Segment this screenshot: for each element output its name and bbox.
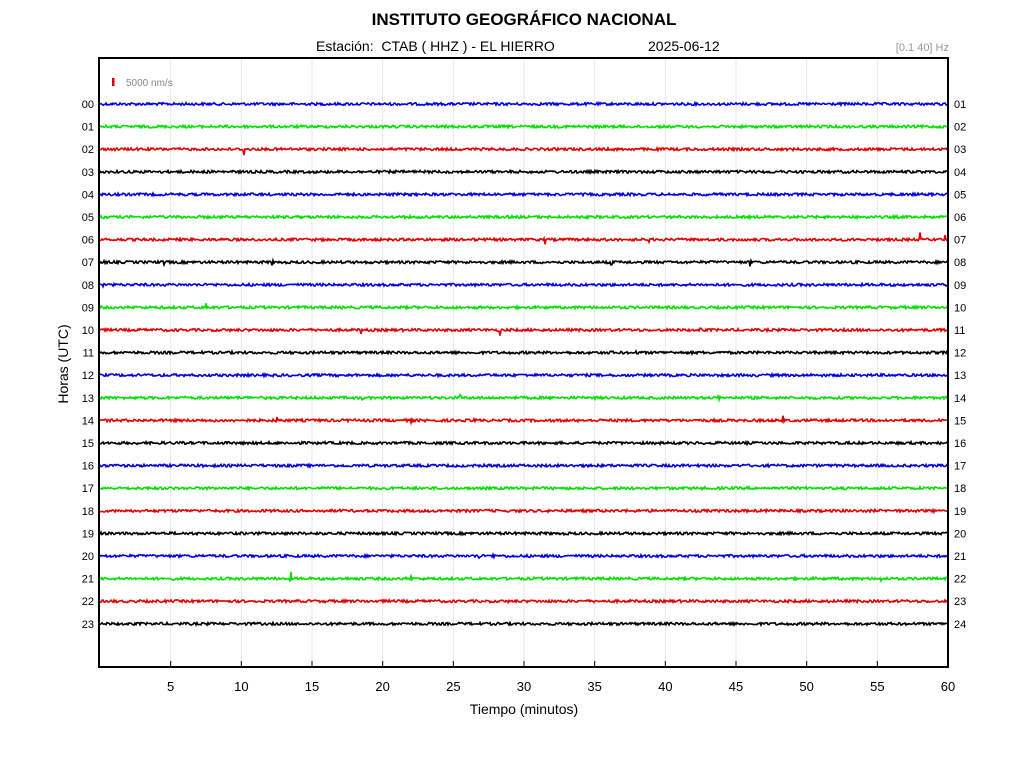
y-tick-label-left: 20 [82, 551, 94, 563]
trace-hour-06 [99, 232, 949, 245]
y-tick-label-right: 20 [954, 528, 966, 540]
x-tick-label: 35 [587, 679, 601, 694]
y-tick-label-right: 02 [954, 122, 966, 134]
y-tick-label-left: 23 [82, 619, 94, 631]
y-tick-label-right: 07 [954, 235, 966, 247]
y-tick-label-left: 18 [82, 506, 94, 518]
trace-hour-21 [99, 571, 949, 584]
y-tick-label-right: 14 [954, 393, 966, 405]
trace-hour-10 [99, 326, 949, 336]
y-tick-label-left: 01 [82, 122, 94, 134]
y-tick-label-right: 06 [954, 212, 966, 224]
y-tick-label-right: 12 [954, 348, 966, 360]
trace-hour-15 [99, 439, 949, 447]
y-tick-label-right: 21 [954, 551, 966, 563]
trace-hour-19 [99, 530, 949, 537]
y-tick-label-right: 22 [954, 574, 966, 586]
y-tick-label-right: 16 [954, 438, 966, 450]
trace-hour-18 [99, 507, 949, 515]
y-tick-label-left: 16 [82, 461, 94, 473]
y-tick-label-right: 03 [954, 144, 966, 156]
y-tick-label-left: 08 [82, 280, 94, 292]
trace-hour-22 [99, 598, 949, 605]
y-tick-label-left: 12 [82, 370, 94, 382]
trace-hour-12 [99, 371, 949, 379]
y-tick-label-left: 03 [82, 167, 94, 179]
y-tick-label-right: 05 [954, 189, 966, 201]
trace-hour-13 [99, 393, 949, 404]
y-tick-label-left: 13 [82, 393, 94, 405]
trace-hour-23 [99, 620, 949, 628]
y-tick-label-right: 17 [954, 461, 966, 473]
y-tick-label-right: 19 [954, 506, 966, 518]
x-tick-label: 25 [446, 679, 460, 694]
y-tick-label-left: 02 [82, 144, 94, 156]
trace-hour-09 [99, 303, 949, 311]
trace-hour-01 [99, 123, 948, 130]
trace-hour-07 [99, 257, 948, 268]
trace-hour-20 [99, 552, 949, 560]
trace-hour-08 [99, 281, 949, 289]
y-tick-label-right: 15 [954, 415, 966, 427]
trace-hour-00 [99, 100, 949, 108]
trace-hour-11 [99, 349, 949, 356]
x-axis-label: Tiempo (minutos) [470, 701, 578, 717]
y-tick-label-right: 10 [954, 302, 966, 314]
x-tick-label: 45 [729, 679, 743, 694]
y-tick-label-right: 08 [954, 257, 966, 269]
y-tick-label-right: 18 [954, 483, 966, 495]
x-tick-label: 50 [799, 679, 813, 694]
grid-lines [170, 58, 878, 667]
y-tick-label-right: 04 [954, 167, 966, 179]
y-tick-label-right: 23 [954, 596, 966, 608]
y-tick-label-left: 09 [82, 302, 94, 314]
y-tick-label-left: 10 [82, 325, 94, 337]
frequency-band-label: [0.1 40] Hz [895, 42, 949, 54]
x-tick-label: 5 [167, 679, 174, 694]
y-tick-label-right: 13 [954, 370, 966, 382]
y-tick-label-left: 22 [82, 596, 94, 608]
trace-hour-03 [99, 168, 949, 176]
trace-hour-02 [99, 145, 949, 156]
scale-bar [112, 78, 115, 86]
y-tick-label-left: 17 [82, 483, 94, 495]
x-tick-label: 10 [234, 679, 248, 694]
y-tick-label-left: 11 [83, 348, 94, 360]
x-tick-label: 15 [305, 679, 319, 694]
y-tick-label-left: 14 [82, 415, 94, 427]
y-tick-label-left: 06 [82, 235, 94, 247]
seismogram-traces [99, 100, 949, 628]
trace-hour-17 [99, 485, 949, 492]
y-tick-label-left: 07 [82, 257, 94, 269]
amplitude-scale: 5000 nm/s [112, 78, 173, 89]
x-tick-label: 60 [941, 679, 955, 694]
y-tick-label-left: 15 [82, 438, 94, 450]
y-axis-label: Horas (UTC) [55, 324, 71, 403]
date-label: 2025-06-12 [648, 38, 720, 54]
station-label: Estación: CTAB ( HHZ ) - EL HIERRO [316, 38, 555, 54]
trace-hour-16 [99, 462, 949, 469]
scale-label: 5000 nm/s [126, 78, 173, 89]
y-tick-label-left: 19 [82, 528, 94, 540]
y-tick-label-left: 05 [82, 212, 94, 224]
x-tick-label: 30 [517, 679, 531, 694]
x-tick-label: 55 [870, 679, 884, 694]
y-tick-label-left: 21 [82, 574, 94, 586]
y-tick-label-right: 09 [954, 280, 966, 292]
y-tick-label-left: 04 [82, 189, 94, 201]
x-tick-label: 20 [375, 679, 389, 694]
trace-hour-04 [99, 191, 949, 198]
x-tick-label: 40 [658, 679, 672, 694]
chart-title: INSTITUTO GEOGRÁFICO NACIONAL [371, 10, 677, 29]
axis-ticks: 5 10 15 20 25 30 35 40 45 50 55 60 00 01 02 03 04 05 06 07 0… [82, 99, 967, 694]
y-tick-label-right: 01 [954, 99, 966, 111]
trace-hour-05 [99, 213, 949, 221]
y-tick-label-right: 24 [954, 619, 966, 631]
y-tick-label-right: 11 [954, 325, 965, 337]
trace-hour-14 [99, 415, 949, 426]
y-tick-label-left: 00 [82, 99, 94, 111]
